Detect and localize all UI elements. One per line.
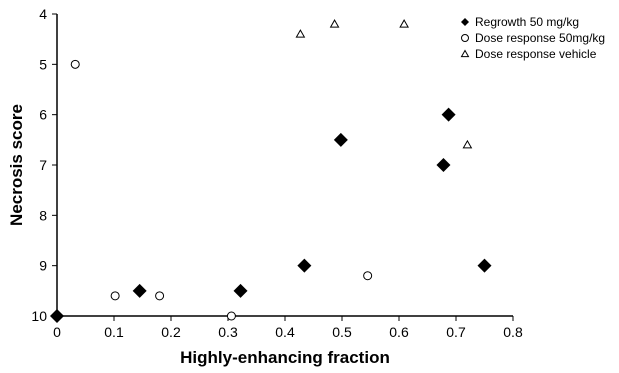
point-circle-open bbox=[226, 311, 236, 321]
y-tick-label: 5 bbox=[39, 56, 47, 72]
point-circle-open bbox=[155, 291, 165, 301]
point-diamond-filled bbox=[132, 283, 147, 298]
x-tick-label: 0.1 bbox=[104, 324, 124, 340]
point-circle-open bbox=[110, 291, 120, 301]
legend-label: Dose response 50mg/kg bbox=[475, 31, 605, 45]
point-diamond-filled bbox=[333, 132, 348, 147]
y-tick-label: 7 bbox=[39, 157, 47, 173]
point-triangle-open bbox=[399, 19, 409, 28]
legend: Regrowth 50 mg/kg Dose response 50mg/kg Do… bbox=[460, 15, 605, 61]
legend-marker-diamond-filled bbox=[461, 18, 469, 26]
legend-label: Dose response vehicle bbox=[475, 47, 597, 61]
y-tick-label: 6 bbox=[39, 107, 47, 123]
y-tick-label: 9 bbox=[39, 258, 47, 274]
tick-labels: 0 0.1 0.2 0.3 0.4 0.5 0.6 0.7 0.8 4 5 6 7 8 9 10 bbox=[31, 6, 523, 340]
legend-marker-circle-open bbox=[461, 34, 469, 42]
point-diamond-filled bbox=[297, 258, 312, 273]
point-diamond-filled bbox=[477, 258, 492, 273]
point-circle-open bbox=[70, 59, 80, 69]
x-tick-label: 0.6 bbox=[389, 324, 409, 340]
legend-marker-triangle-open bbox=[460, 49, 470, 58]
point-diamond-filled bbox=[441, 107, 456, 122]
point-circle-open bbox=[363, 271, 373, 281]
x-tick-label: 0.7 bbox=[446, 324, 466, 340]
point-triangle-open bbox=[329, 19, 340, 28]
x-tick-label: 0.4 bbox=[275, 324, 295, 340]
point-diamond-filled bbox=[50, 309, 64, 323]
y-axis-label: Necrosis score bbox=[7, 104, 26, 226]
x-tick-label: 0.8 bbox=[503, 324, 523, 340]
x-tick-label: 0.5 bbox=[332, 324, 352, 340]
x-tick-label: 0.2 bbox=[161, 324, 181, 340]
point-diamond-filled bbox=[233, 283, 248, 298]
point-triangle-open bbox=[295, 29, 306, 38]
x-tick-label: 0 bbox=[53, 324, 61, 340]
point-diamond-filled bbox=[436, 158, 451, 172]
y-tick-label: 10 bbox=[31, 308, 47, 324]
y-tick-label: 4 bbox=[39, 6, 47, 22]
y-tick-label: 8 bbox=[39, 207, 47, 223]
legend-label: Regrowth 50 mg/kg bbox=[475, 15, 579, 29]
x-tick-label: 0.3 bbox=[218, 324, 238, 340]
data-points bbox=[50, 19, 492, 323]
point-triangle-open bbox=[462, 139, 473, 149]
x-axis-label: Highly-enhancing fraction bbox=[180, 348, 390, 367]
